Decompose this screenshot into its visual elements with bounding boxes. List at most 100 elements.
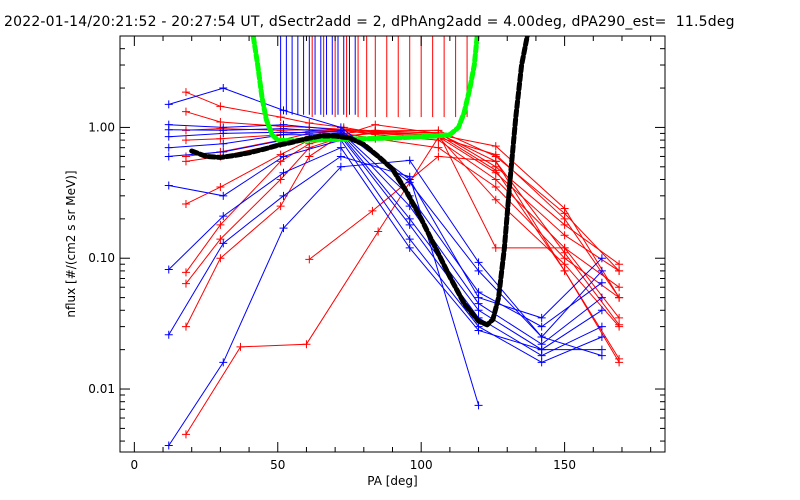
red-series-line	[185, 132, 620, 327]
red-series-line	[185, 129, 620, 288]
blue-series-point	[164, 100, 173, 109]
blue-series-point	[405, 235, 414, 244]
red-series-point	[615, 293, 624, 302]
red-series-point	[236, 342, 245, 351]
red-series-point	[615, 283, 624, 292]
red-series-point	[305, 143, 314, 152]
blue-series-point	[164, 441, 173, 450]
red-series-point	[181, 107, 190, 116]
blue-series-point	[474, 266, 483, 275]
blue-series-line	[168, 134, 603, 351]
red-series-point	[560, 231, 569, 240]
black-fit-curve	[189, 36, 530, 328]
blue-series-point	[405, 156, 414, 165]
y-tick-label: 1.00	[88, 120, 115, 134]
red-series-point	[491, 175, 500, 184]
blue-series-point	[474, 306, 483, 315]
blue-series-point	[537, 345, 546, 354]
red-series-point	[434, 152, 443, 161]
blue-series-point	[597, 306, 606, 315]
red-series-line	[185, 131, 620, 360]
y-tick-label: 0.01	[88, 382, 115, 396]
blue-series-point	[219, 139, 228, 148]
red-series-line	[308, 155, 620, 326]
red-series-point	[615, 313, 624, 322]
blue-series-point	[164, 181, 173, 190]
red-series-point	[491, 150, 500, 159]
blue-series-point	[219, 212, 228, 221]
x-axis-label: PA [deg]	[367, 474, 417, 488]
red-series-point	[434, 143, 443, 152]
red-series-point	[615, 320, 624, 329]
red-series-point	[491, 243, 500, 252]
red-series-point	[181, 279, 190, 288]
red-series-point	[216, 254, 225, 263]
chart-title: 2022-01-14/20:21:52 - 20:27:54 UT, dSect…	[4, 14, 735, 30]
red-series-point	[305, 255, 314, 264]
red-series-point	[491, 195, 500, 204]
red-series-point	[276, 113, 285, 122]
blue-series-point	[597, 254, 606, 263]
blue-series-point	[279, 152, 288, 161]
red-series-point	[374, 227, 383, 236]
blue-series-point	[164, 132, 173, 141]
red-series-point	[371, 126, 380, 135]
red-series-point	[181, 88, 190, 97]
blue-series-point	[597, 266, 606, 275]
fit-curves	[189, 36, 530, 328]
blue-series-point	[474, 258, 483, 267]
red-series-line	[185, 91, 620, 298]
blue-series-point	[405, 220, 414, 229]
red-series-point	[216, 102, 225, 111]
blue-series-point	[279, 168, 288, 177]
red-series-point	[181, 157, 190, 166]
red-series-line	[185, 136, 620, 435]
red-series-point	[302, 340, 311, 349]
blue-series-point	[474, 288, 483, 297]
blue-series-point	[164, 152, 173, 161]
blue-series-point	[336, 143, 345, 152]
spike-lines	[280, 36, 468, 118]
x-tick-label: 150	[553, 458, 576, 472]
x-tick-label: 100	[410, 458, 433, 472]
red-series-point	[216, 235, 225, 244]
red-series-point	[560, 214, 569, 223]
blue-series-line	[168, 131, 603, 345]
red-series-point	[181, 136, 190, 145]
red-series-point	[560, 266, 569, 275]
blue-series-point	[219, 239, 228, 248]
blue-series-point	[597, 351, 606, 360]
red-series-point	[216, 134, 225, 143]
blue-series-point	[537, 358, 546, 367]
blue-series-point	[474, 326, 483, 335]
blue-series-point	[336, 162, 345, 171]
y-axis-label: nflux [#/(cm2 s sr MeV)]	[64, 170, 78, 317]
red-series-point	[305, 152, 314, 161]
blue-series-point	[279, 106, 288, 115]
red-series-point	[615, 358, 624, 367]
red-series-point	[216, 220, 225, 229]
red-series-group	[181, 88, 624, 439]
blue-series-point	[219, 358, 228, 367]
blue-series-point	[537, 322, 546, 331]
red-series-point	[491, 142, 500, 151]
x-tick-label: 50	[270, 458, 285, 472]
blue-series-point	[279, 224, 288, 233]
blue-series-point	[405, 172, 414, 181]
red-series-point	[560, 248, 569, 257]
blue-series-point	[597, 322, 606, 331]
blue-series-point	[164, 125, 173, 134]
blue-series-line	[168, 147, 602, 351]
red-series-point	[181, 268, 190, 277]
red-series-point	[276, 202, 285, 211]
red-series-point	[181, 322, 190, 331]
blue-series-point	[336, 152, 345, 161]
blue-series-point	[219, 129, 228, 138]
blue-series-point	[405, 243, 414, 252]
blue-series-point	[597, 332, 606, 341]
blue-series-point	[597, 278, 606, 287]
red-series-point	[181, 430, 190, 439]
red-series-point	[276, 175, 285, 184]
blue-series-point	[537, 313, 546, 322]
